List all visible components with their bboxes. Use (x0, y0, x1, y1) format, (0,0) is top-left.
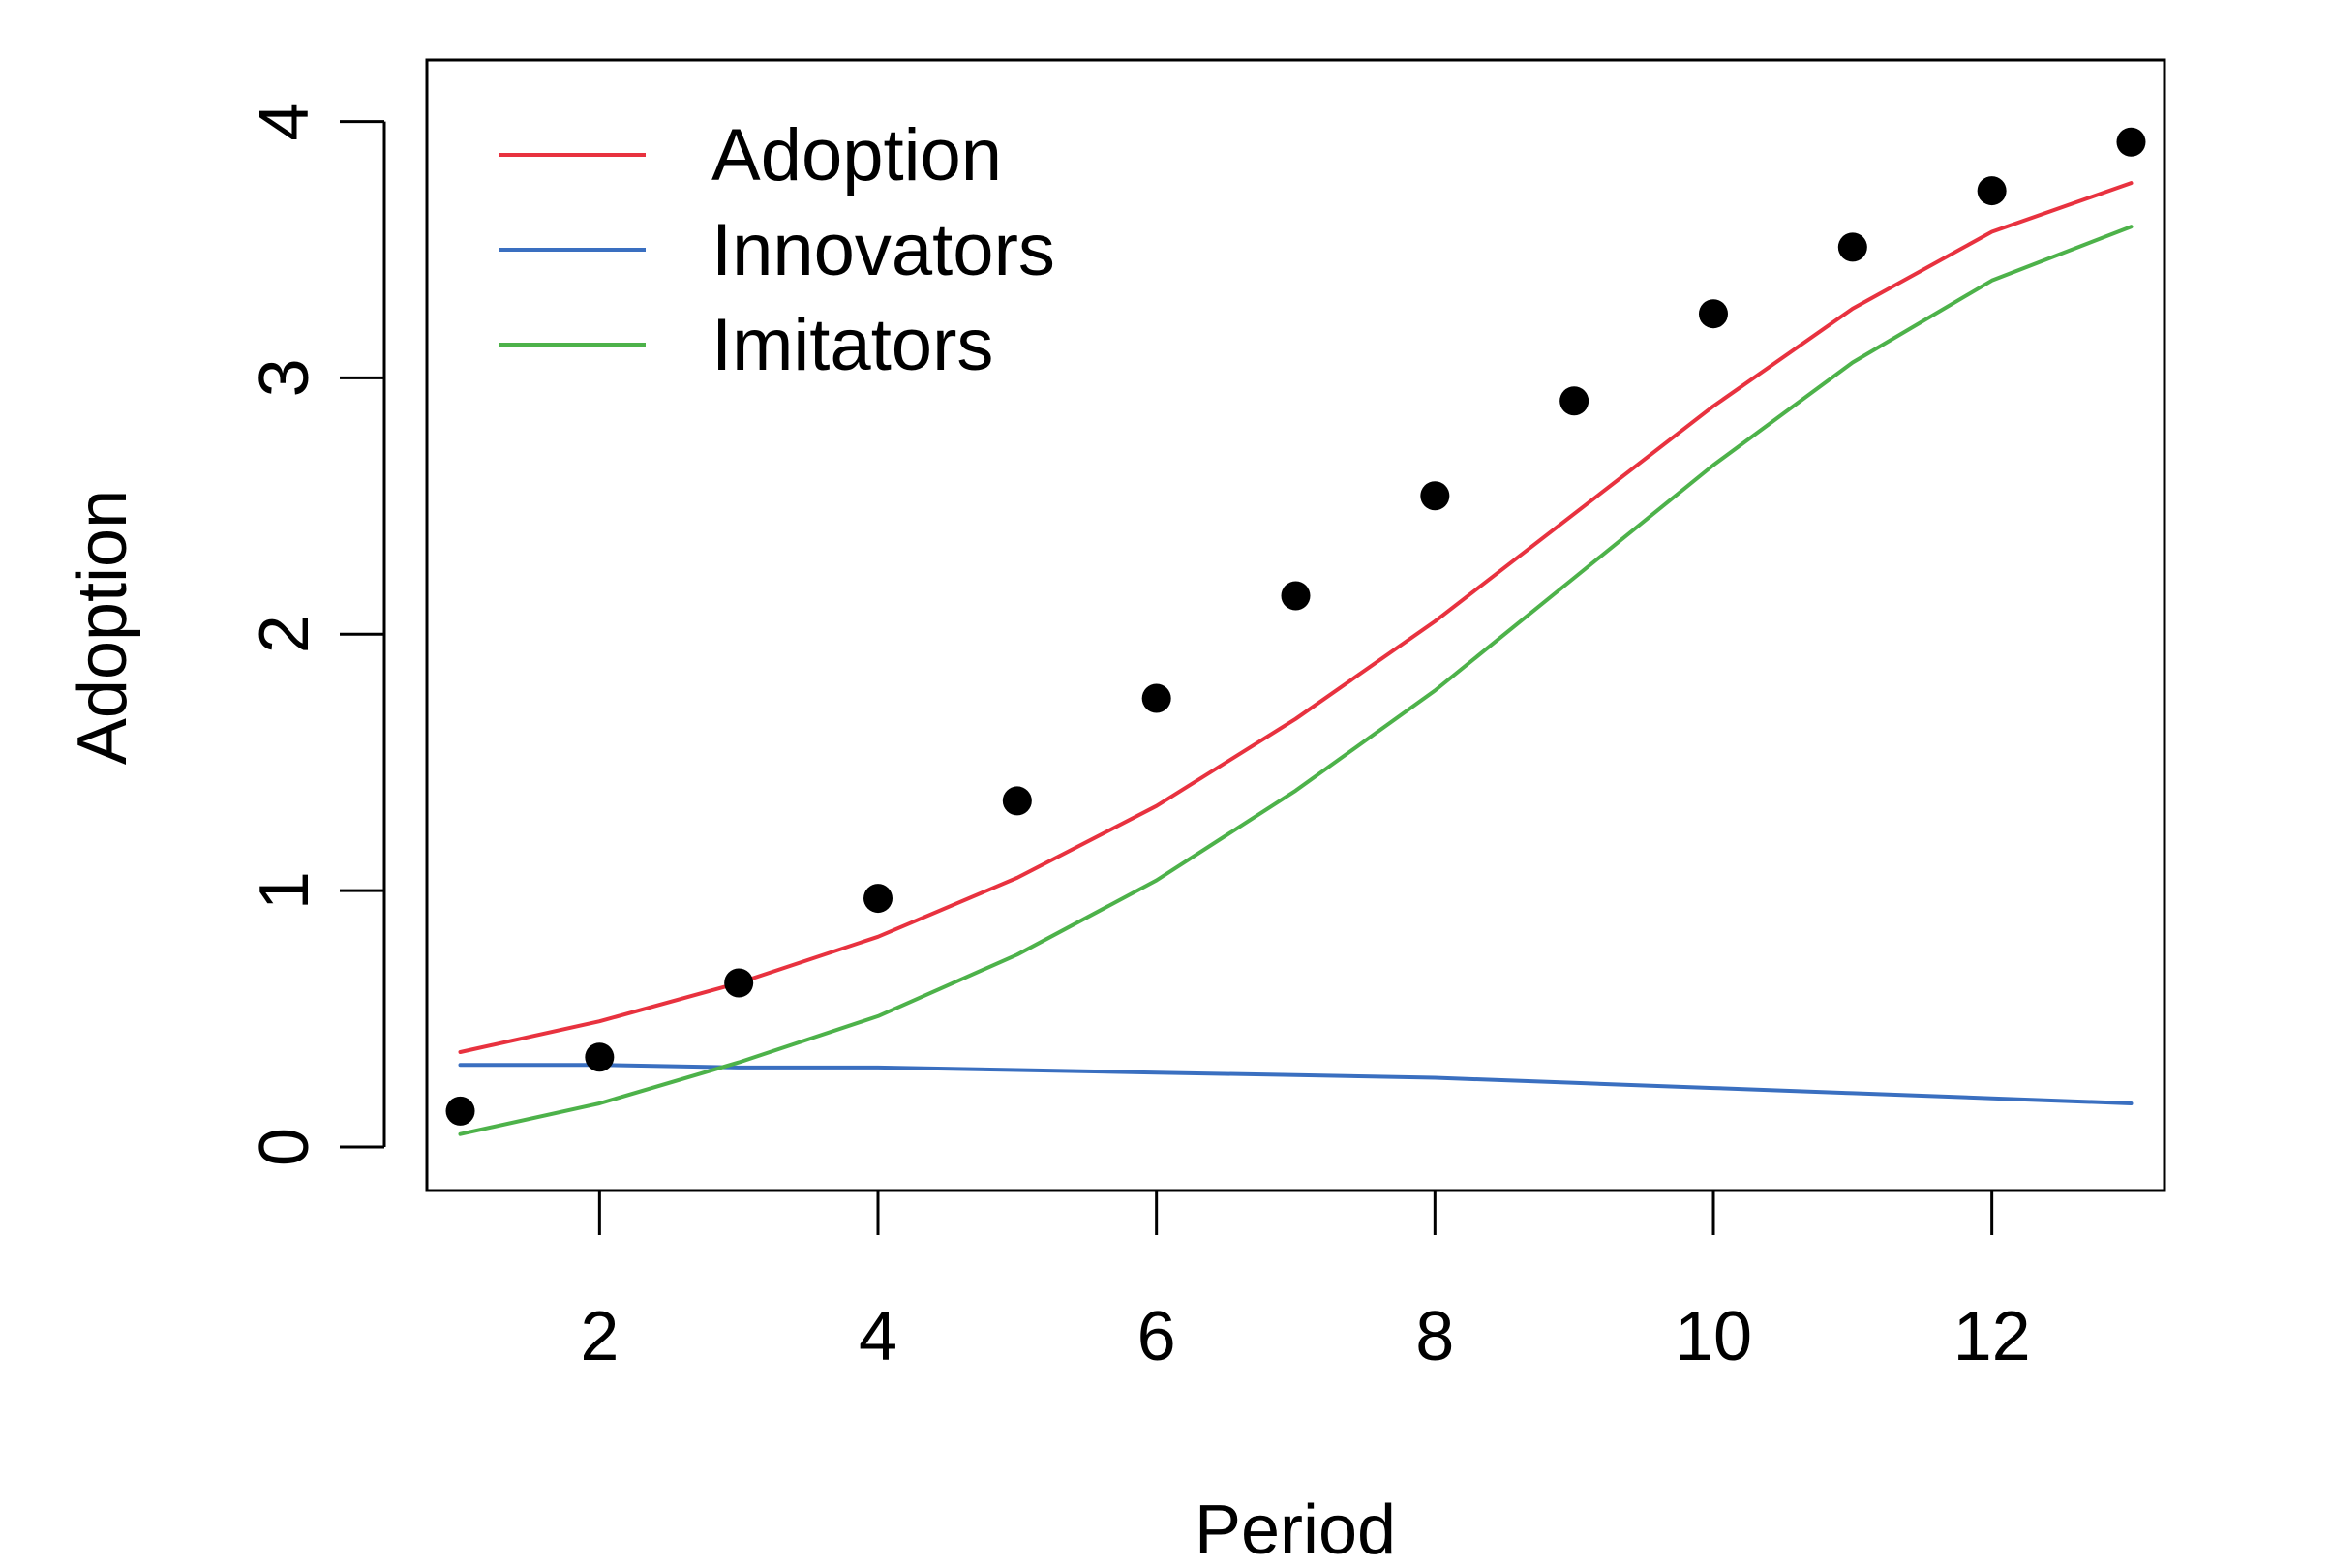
observed-point (1420, 481, 1450, 511)
y-tick-label: 2 (246, 615, 323, 653)
observed-points (445, 127, 2146, 1126)
observed-point (1002, 786, 1032, 816)
y-tick-label: 3 (246, 358, 323, 397)
x-tick-label: 8 (1415, 1298, 1454, 1375)
legend-label-imitators: Imitators (711, 304, 993, 386)
legend-label-innovators: Innovators (711, 209, 1055, 291)
observed-point (445, 1096, 475, 1126)
x-tick-label: 10 (1675, 1298, 1752, 1375)
y-tick-label: 1 (246, 871, 323, 910)
series-line-innovators (458, 1063, 2134, 1105)
observed-point (1559, 386, 1589, 416)
y-tick-label: 4 (246, 103, 323, 141)
observed-point (1977, 176, 2007, 206)
observed-point (724, 968, 754, 998)
observed-point (1281, 581, 1311, 611)
y-axis: 0 1 2 3 4 (246, 103, 386, 1166)
x-tick-label: 2 (580, 1298, 619, 1375)
observed-point (1837, 232, 1867, 262)
plot-frame (425, 58, 2166, 1192)
legend: Adoption Innovators Imitators (499, 114, 1055, 386)
x-tick-label: 4 (859, 1298, 897, 1375)
legend-label-adoption: Adoption (711, 114, 1002, 196)
series-line-imitators (458, 225, 2134, 1136)
observed-point (863, 884, 893, 914)
observed-point (1698, 299, 1728, 329)
y-axis-label: Adoption (64, 490, 141, 765)
observed-point (585, 1042, 615, 1072)
y-tick-label: 0 (246, 1128, 323, 1166)
x-axis-label: Period (1195, 1492, 1396, 1568)
observed-point (2116, 127, 2146, 157)
observed-point (1141, 683, 1171, 713)
x-tick-label: 12 (1953, 1298, 2031, 1375)
x-tick-label: 6 (1137, 1298, 1176, 1375)
x-axis: 2 4 6 8 10 12 (580, 1189, 2031, 1375)
